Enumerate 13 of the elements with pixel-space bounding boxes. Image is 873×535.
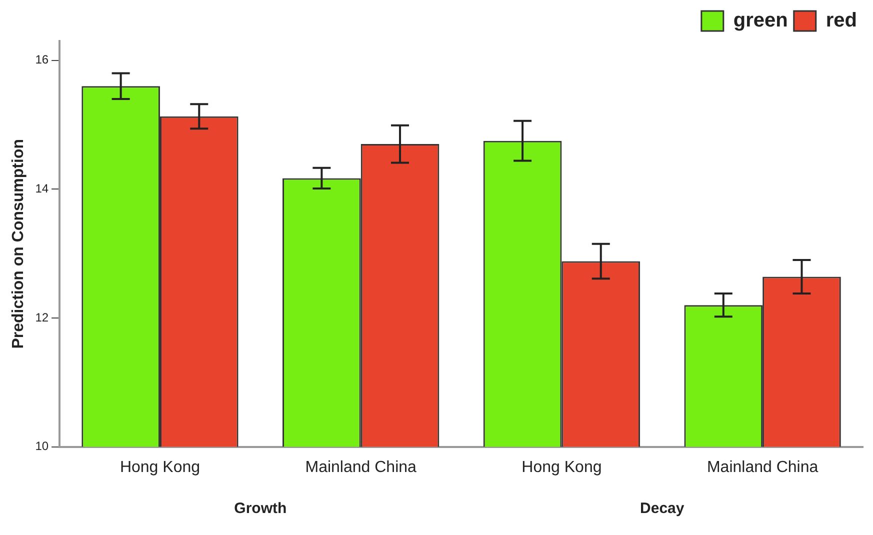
y-tick-label: 12 [35,310,49,324]
x-tick-label: Hong Kong [120,458,200,476]
y-tick-label: 14 [35,181,49,196]
text: Growth [234,500,287,517]
x-tick-label: Hong Kong [522,458,602,476]
y-tick-label: 16 [35,52,49,67]
text: Decay [640,500,685,517]
legend-label: red [826,10,857,32]
x-tick-label: Mainland China [305,458,417,476]
y-axis-title: Prediction on Consumption [10,139,28,349]
y-tick-label: 10 [35,439,49,454]
x-tick-label: Mainland China [706,458,818,476]
legend-label: green [733,10,788,32]
